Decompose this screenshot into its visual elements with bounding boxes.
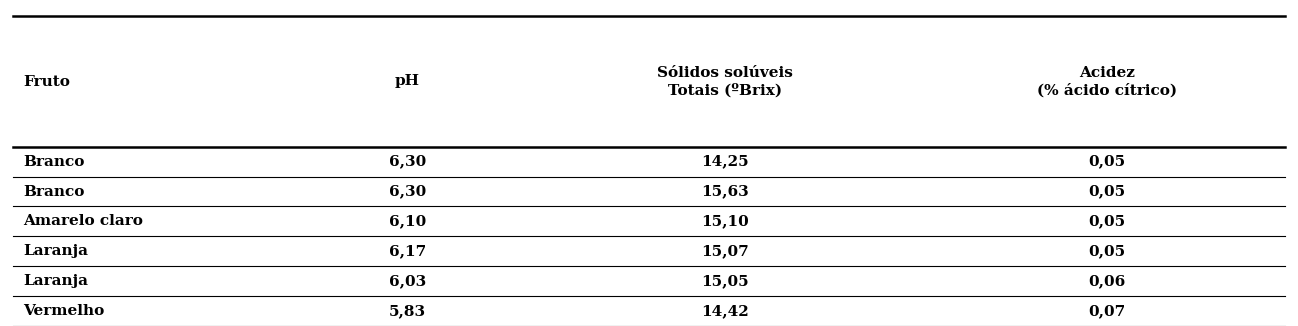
Text: 6,30: 6,30 <box>388 185 426 199</box>
Text: 6,17: 6,17 <box>388 244 426 258</box>
Text: 15,10: 15,10 <box>701 215 749 229</box>
Text: 5,83: 5,83 <box>388 304 426 318</box>
Text: Laranja: Laranja <box>23 244 88 258</box>
Text: 15,05: 15,05 <box>701 274 749 288</box>
Text: 15,63: 15,63 <box>701 185 749 199</box>
Text: Acidez
(% ácido cítrico): Acidez (% ácido cítrico) <box>1037 66 1177 97</box>
Text: pH: pH <box>395 75 419 88</box>
Text: 0,05: 0,05 <box>1088 244 1125 258</box>
Text: Branco: Branco <box>23 185 84 199</box>
Text: 0,05: 0,05 <box>1088 185 1125 199</box>
Text: 0,05: 0,05 <box>1088 215 1125 229</box>
Text: 0,06: 0,06 <box>1088 274 1125 288</box>
Text: Branco: Branco <box>23 155 84 169</box>
Text: 14,42: 14,42 <box>701 304 749 318</box>
Text: 0,07: 0,07 <box>1088 304 1125 318</box>
Text: Fruto: Fruto <box>23 75 70 88</box>
Text: 15,07: 15,07 <box>701 244 749 258</box>
Text: Vermelho: Vermelho <box>23 304 105 318</box>
Text: Sólidos solúveis
Totais (ºBrix): Sólidos solúveis Totais (ºBrix) <box>657 66 793 97</box>
Text: 6,30: 6,30 <box>388 155 426 169</box>
Text: 6,03: 6,03 <box>388 274 426 288</box>
Text: 14,25: 14,25 <box>701 155 749 169</box>
Text: Amarelo claro: Amarelo claro <box>23 215 143 229</box>
Text: 6,10: 6,10 <box>388 215 426 229</box>
Text: Laranja: Laranja <box>23 274 88 288</box>
Text: 0,05: 0,05 <box>1088 155 1125 169</box>
